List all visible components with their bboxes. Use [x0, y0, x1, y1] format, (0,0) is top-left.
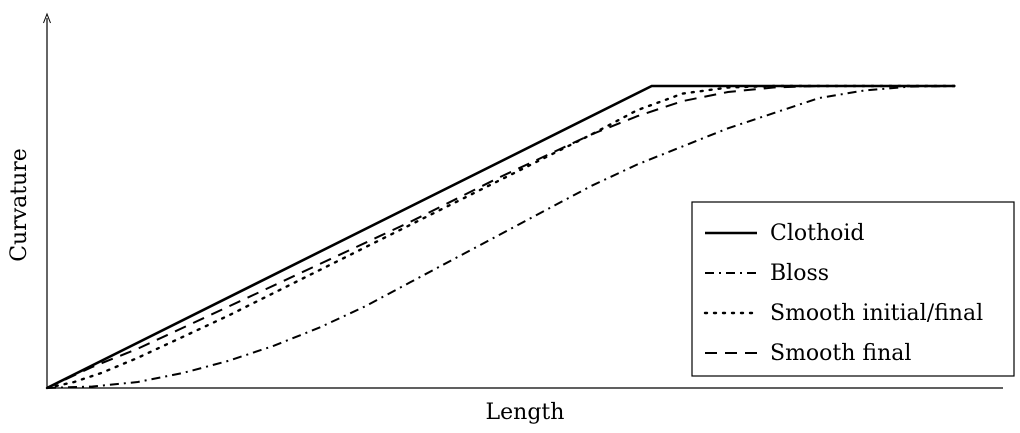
legend: Clothoid Bloss Smooth initial/final Smooth … — [691, 201, 1015, 377]
series-line-smooth-final — [46, 85, 955, 389]
plot-area — [45, 84, 957, 390]
legend-label-clothoid: Clothoid — [770, 221, 865, 246]
legend-label-smooth-final: Smooth final — [770, 341, 911, 366]
series-line-smooth-initial-final — [45, 84, 957, 390]
y-axis-title: Curvature — [7, 148, 32, 262]
legend-label-bloss: Bloss — [770, 261, 829, 286]
series-line-bloss — [46, 85, 956, 389]
legend-box — [691, 201, 1015, 377]
legend-label-smooth-initial-final: Smooth initial/final — [770, 301, 983, 326]
y-axis-arrow — [43, 12, 51, 24]
x-axis-title: Length — [486, 400, 565, 425]
